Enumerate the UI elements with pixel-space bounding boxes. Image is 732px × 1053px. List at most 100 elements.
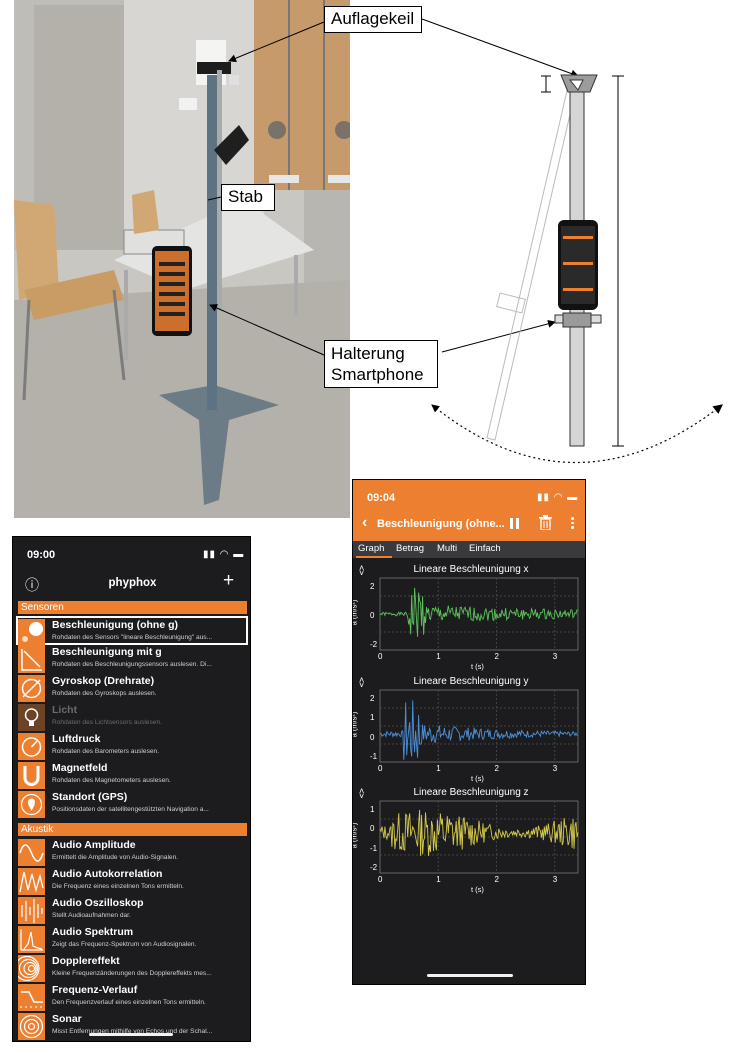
x-tick-label: 2: [494, 875, 499, 884]
item-description: Die Frequenz eines einzelnen Tons ermitt…: [52, 883, 184, 890]
home-indicator-right: [427, 974, 513, 977]
add-icon[interactable]: +: [223, 570, 235, 591]
expand-chevron-icon[interactable]: ˄ ˅: [359, 563, 365, 578]
trash-icon[interactable]: [539, 515, 552, 535]
back-icon[interactable]: ‹: [362, 514, 368, 531]
graph-plot: [379, 689, 579, 763]
list-item[interactable]: Audio Spektrum Zeigt das Frequenz-Spektru…: [18, 925, 247, 954]
tab-bar: Graph Betrag Multi Einfach: [353, 541, 585, 558]
graph-series-line: [379, 809, 579, 856]
list-item[interactable]: Magnetfeld Rohdaten des Magnetometers aus…: [18, 761, 247, 790]
list-item[interactable]: Luftdruck Rohdaten des Barometers auslese…: [18, 732, 247, 761]
x-tick-label: 2: [494, 764, 499, 773]
section-header-akustik: Akustik: [18, 823, 247, 836]
callout-holder-line1: Halterung: [331, 344, 405, 363]
info-icon[interactable]: ⓘ: [25, 577, 39, 593]
graph-title: Lineare Beschleunigung z: [413, 787, 529, 798]
accel-icon: [18, 619, 45, 646]
x-tick-label: 3: [552, 764, 558, 773]
list-item[interactable]: Frequenz-Verlauf Den Frequenzverlauf eine…: [18, 983, 247, 1012]
list-item[interactable]: Standort (GPS) Positionsdaten der satelli…: [18, 790, 247, 819]
tab-graph[interactable]: Graph: [358, 543, 385, 554]
graph-panel: ˄˅Lineare Beschleunigung z10-1-20123a (m…: [353, 786, 585, 895]
list-item[interactable]: Gyroskop (Drehrate) Rohdaten des Gyroskop…: [18, 674, 247, 703]
item-description: Rohdaten des Barometers auslesen.: [52, 748, 160, 755]
item-title: Licht: [52, 704, 78, 716]
callout-rod: Stab: [221, 184, 275, 211]
y-tick-label: 0: [370, 824, 375, 834]
experiment-photo: [14, 0, 350, 518]
item-title: Audio Spektrum: [52, 926, 134, 938]
y-tick-label: -1: [370, 752, 378, 761]
wave-icon: [18, 839, 45, 866]
accel-g-icon: [18, 646, 45, 673]
list-item[interactable]: Sonar Misst Entfernungen mithilfe von Ech…: [18, 1012, 247, 1041]
tab-betrag[interactable]: Betrag: [396, 543, 424, 554]
graph-plot: [379, 577, 579, 651]
experiment-title: Beschleunigung (ohne...: [377, 518, 505, 530]
list-item[interactable]: Beschleunigung (ohne g) Rohdaten des Sens…: [16, 616, 248, 646]
location-icon: [18, 791, 45, 818]
callout-wedge: Auflagekeil: [324, 6, 422, 33]
bulb-icon: [18, 704, 45, 731]
item-description: Rohdaten des Lichtsensors auslesen.: [52, 719, 162, 726]
y-axis-label: a (m/s²): [352, 599, 359, 626]
list-item[interactable]: Dopplereffekt Kleine Frequenzänderungen d…: [18, 954, 247, 983]
callout-holder-line2: Smartphone: [331, 365, 424, 384]
y-tick-label: 1: [370, 713, 375, 723]
expand-chevron-icon[interactable]: ˄ ˅: [359, 786, 365, 801]
x-tick-label: 0: [378, 652, 383, 661]
expand-chevron-icon[interactable]: ˄ ˅: [359, 675, 365, 690]
autocorrelation-icon: [18, 868, 45, 895]
graph-panel: ˄˅Lineare Beschleunigung x20-20123a (m/s…: [352, 563, 585, 672]
item-description: Positionsdaten der satellitengestützten …: [52, 806, 209, 813]
x-tick-label: 3: [552, 652, 558, 661]
pause-icon[interactable]: [510, 518, 519, 529]
item-title: Audio Amplitude: [52, 839, 136, 851]
x-axis-label: t (s): [471, 662, 484, 671]
item-description: Rohdaten des Gyroskops auslesen.: [52, 690, 157, 697]
barometer-icon: [18, 733, 45, 760]
status-time-right: 09:04: [367, 492, 396, 504]
y-tick-label: -2: [370, 863, 378, 872]
item-description: Misst Entfernungen mithilfe von Echos un…: [52, 1028, 213, 1035]
tab-einfach[interactable]: Einfach: [469, 543, 501, 554]
graph-series-line: [379, 587, 579, 637]
item-title: Standort (GPS): [52, 791, 128, 803]
item-description: Zeigt das Frequenz-Spektrum von Audiosig…: [52, 941, 197, 948]
list-item[interactable]: Beschleunigung mit g Rohdaten des Beschle…: [18, 645, 247, 674]
list-item[interactable]: Audio Autokorrelation Die Frequenz eines …: [18, 867, 247, 896]
y-tick-label: 1: [370, 805, 375, 814]
item-title: Audio Autokorrelation: [52, 868, 163, 880]
item-title: Dopplereffekt: [52, 955, 120, 967]
y-tick-label: -2: [370, 640, 378, 649]
app-header-bar: [353, 480, 585, 541]
list-item[interactable]: Audio Amplitude Ermittelt die Amplitude v…: [18, 838, 247, 867]
status-icons: ▮▮ ◠ ▬: [203, 549, 245, 560]
item-description: Stellt Audioaufnahmen dar.: [52, 912, 131, 919]
gyroscope-icon: [18, 675, 45, 702]
callout-holder: Halterung Smartphone: [324, 340, 438, 388]
tab-multi[interactable]: Multi: [437, 543, 458, 554]
schematic-diagram: [207, 18, 723, 463]
graph-title: Lineare Beschleunigung x: [413, 564, 529, 575]
list-item[interactable]: Licht Rohdaten des Lichtsensors auslesen.: [18, 703, 247, 732]
item-title: Frequenz-Verlauf: [52, 984, 138, 996]
x-axis-label: t (s): [471, 885, 484, 894]
graph-series-line: [379, 700, 579, 760]
y-tick-label: 0: [370, 732, 375, 742]
item-description: Rohdaten des Sensors "lineare Beschleuni…: [52, 634, 213, 641]
item-title: Luftdruck: [52, 733, 101, 745]
y-tick-label: 2: [370, 694, 375, 703]
item-title: Gyroskop (Drehrate): [52, 675, 155, 687]
section-header-sensoren: Sensoren: [18, 601, 247, 614]
item-description: Ermittelt die Amplitude von Audio-Signal…: [52, 854, 179, 861]
list-item[interactable]: Audio Oszilloskop Stellt Audioaufnahmen d…: [18, 896, 247, 925]
x-tick-label: 2: [494, 652, 499, 661]
y-axis-label: a (m/s²): [352, 711, 359, 738]
x-tick-label: 1: [436, 764, 441, 773]
phone-app-list: 09:00 ▮▮ ◠ ▬ ⓘ phyphox + Sensoren Beschle…: [12, 536, 251, 1042]
spectrum-icon: [18, 926, 45, 953]
more-menu-icon[interactable]: [571, 517, 574, 529]
item-description: Rohdaten des Magnetometers auslesen.: [52, 777, 171, 784]
